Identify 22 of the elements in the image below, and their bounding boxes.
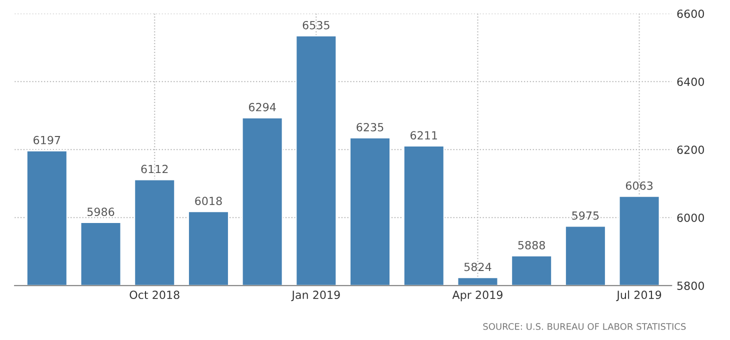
- y-tick-label: 6200: [677, 146, 704, 154]
- data-label: 5888: [518, 240, 545, 250]
- data-label: 6018: [195, 196, 222, 206]
- data-label: 6197: [34, 136, 60, 144]
- x-tick-label: Apr 2019: [452, 290, 502, 302]
- data-label: 6063: [626, 181, 653, 190]
- data-label: 6294: [248, 102, 276, 112]
- x-tick-label: Jul 2019: [616, 290, 662, 302]
- data-label: 5975: [572, 211, 599, 220]
- data-label: 6235: [356, 122, 384, 132]
- data-label: 6535: [302, 20, 330, 30]
- y-tick-label: 5800: [677, 282, 704, 290]
- data-label: 6211: [410, 131, 437, 140]
- data-label: 5986: [87, 208, 114, 216]
- y-tick-label: 6600: [677, 10, 704, 18]
- source-note: SOURCE: U.S. BUREAU OF LABOR STATISTICS: [483, 323, 686, 330]
- y-tick-label: 6000: [677, 214, 704, 222]
- data-label: 5824: [464, 262, 492, 272]
- data-label: 6112: [141, 164, 168, 174]
- x-tick-label: Jan 2019: [291, 290, 340, 302]
- x-tick-label: Oct 2018: [130, 290, 180, 300]
- y-tick-label: 6400: [677, 78, 704, 86]
